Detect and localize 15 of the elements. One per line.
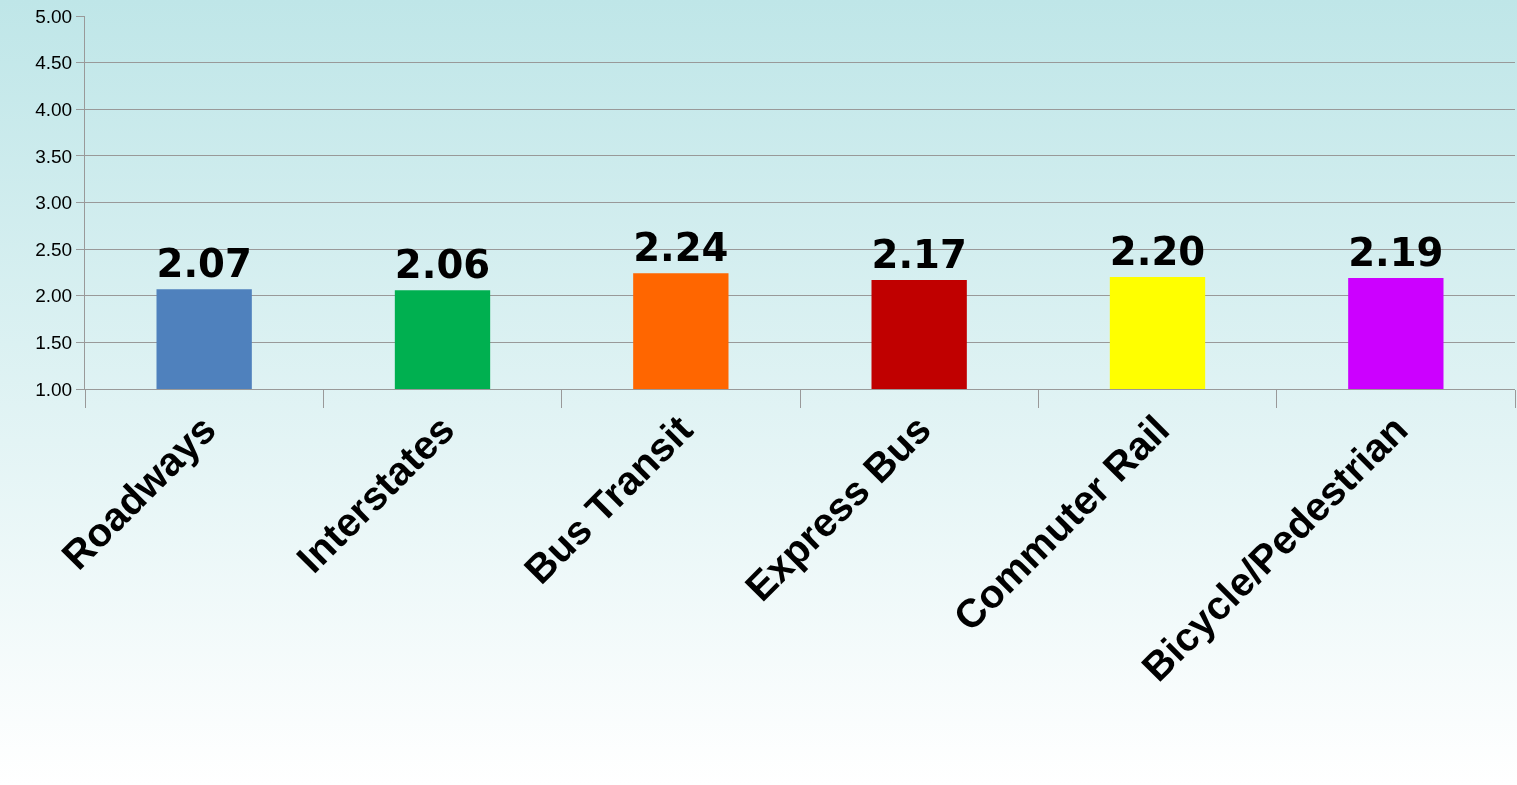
y-tick-label: 4.50 <box>35 52 73 74</box>
y-tick-label: 3.00 <box>35 192 73 214</box>
data-label: 2.07 <box>156 241 252 287</box>
data-label: 2.17 <box>871 231 967 277</box>
y-tick-label: 2.00 <box>35 285 73 307</box>
y-tick-label: 3.50 <box>35 145 73 167</box>
y-tick-label: 1.00 <box>35 378 73 400</box>
y-tick-label: 5.00 <box>35 5 73 27</box>
data-label: 2.19 <box>1348 230 1444 276</box>
data-label: 2.06 <box>394 242 491 288</box>
y-tick-label: 4.00 <box>35 98 73 120</box>
data-label: 2.20 <box>1109 229 1206 275</box>
y-tick-label: 2.50 <box>35 238 73 260</box>
data-label: 2.24 <box>633 225 729 271</box>
y-tick-label: 1.50 <box>35 332 73 354</box>
